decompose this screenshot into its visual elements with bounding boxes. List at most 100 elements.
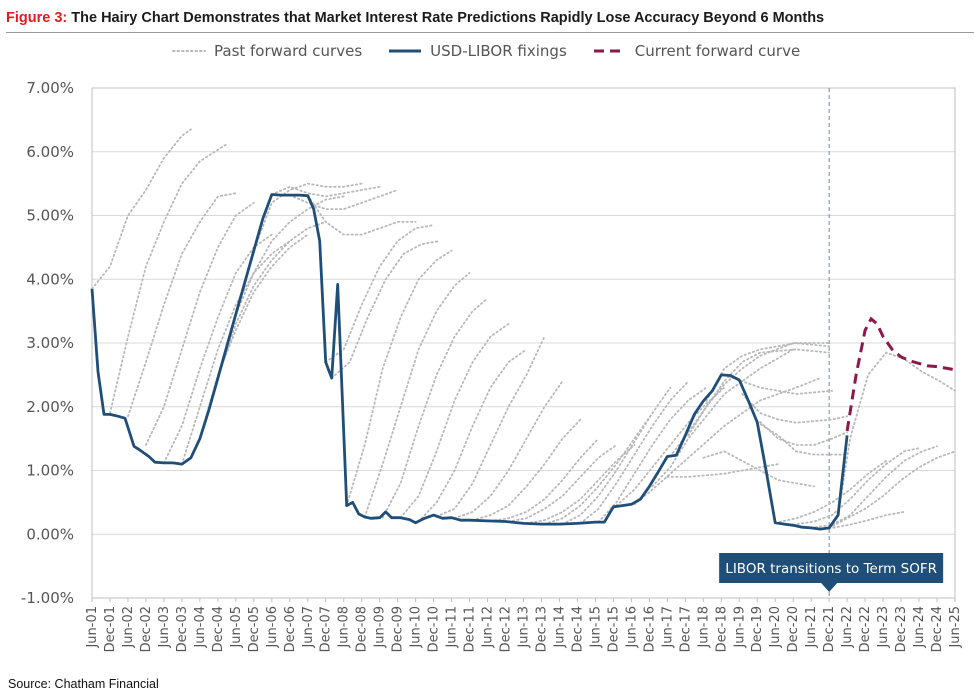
past-forward-curve-line: [837, 351, 956, 516]
legend-item-usd-libor-fixings: USD-LIBOR fixings: [388, 42, 567, 60]
current-forward-curve-line: [845, 316, 956, 432]
past-forward-curve-line: [217, 221, 327, 379]
past-forward-curve-line: [109, 143, 228, 414]
past-forward-curve-line: [828, 450, 956, 529]
x-tick-label: Dec-21: [822, 606, 837, 652]
past-forward-curve-line: [489, 437, 600, 522]
annotation-label: LIBOR transitions to Term SOFR: [725, 561, 937, 577]
past-forward-curve-line: [471, 418, 582, 522]
x-tick-label: Dec-06: [283, 606, 298, 652]
x-tick-label: Jun-08: [337, 606, 352, 649]
x-tick-label: Dec-11: [463, 606, 478, 652]
x-tick-label: Jun-18: [696, 606, 711, 649]
usd-libor-fixings-line: [90, 193, 849, 531]
y-tick-label: 6.00%: [26, 143, 74, 161]
x-tick-label: Jun-09: [373, 606, 388, 649]
past-forward-curve-line: [543, 412, 654, 525]
past-forward-curve-line: [759, 421, 848, 446]
past-forward-curve-line: [579, 380, 690, 525]
dashed-line-swatch-icon: [593, 49, 626, 53]
x-tick-label: Jun-14: [552, 606, 567, 649]
x-tick-label: Jun-06: [265, 606, 280, 649]
past-forward-curve-line: [702, 450, 816, 488]
x-tick-label: Dec-08: [355, 606, 370, 652]
x-tick-label: Dec-15: [606, 606, 621, 652]
figure-number: Figure 3:: [6, 10, 68, 26]
x-tick-label: Dec-02: [139, 606, 154, 652]
x-tick-label: Dec-04: [211, 606, 226, 652]
x-tick-label: Jun-12: [481, 606, 496, 649]
x-tick-label: Jun-23: [876, 606, 891, 649]
x-tick-label: Dec-13: [534, 606, 549, 652]
figure-title: Figure 3: The Hairy Chart Demonstrates t…: [6, 10, 824, 26]
x-tick-label: Jun-11: [445, 606, 460, 649]
x-tick-label: Dec-14: [570, 606, 585, 652]
x-tick-label: Dec-16: [642, 606, 657, 652]
x-tick-label: Dec-18: [714, 606, 729, 652]
x-tick-label: Jun-03: [157, 606, 172, 649]
x-tick-label: Dec-09: [391, 606, 406, 652]
past-forward-curve-line: [669, 342, 830, 458]
past-forward-curve-line: [363, 272, 471, 518]
source-note: Source: Chatham Financial: [8, 677, 159, 691]
y-tick-label: 1.00%: [26, 462, 74, 480]
x-tick-label: Jun-10: [409, 606, 424, 649]
legend-label: Past forward curves: [214, 42, 363, 60]
x-tick-label: Jun-20: [768, 606, 783, 649]
x-tick-label: Jun-19: [732, 606, 747, 649]
x-tick-label: Jun-04: [193, 606, 208, 649]
past-forward-curve-line: [145, 201, 255, 446]
past-forward-curve-line: [399, 323, 510, 519]
line-chart: -1.00% 0.00% 1.00% 2.00% 3.00% 4.00% 5.00% 6.00…: [21, 79, 963, 652]
solid-line-swatch-icon: [389, 49, 422, 53]
y-tick-label: -1.00%: [21, 589, 74, 607]
annotation-callout: [719, 553, 944, 592]
x-tick-label: Dec-22: [858, 606, 873, 652]
x-tick-label: Dec-17: [678, 606, 693, 652]
x-tick-label: Dec-07: [319, 606, 334, 652]
title-divider: [6, 32, 974, 33]
y-tick-label: 5.00%: [26, 207, 74, 225]
y-tick-label: 2.00%: [26, 398, 74, 416]
past-forward-curve-line: [525, 444, 636, 525]
y-tick-label: 7.00%: [26, 79, 74, 97]
past-forward-curve-line: [252, 182, 363, 252]
past-forward-curve-line: [597, 386, 708, 523]
past-forward-curve-line: [435, 335, 546, 518]
past-forward-curve-line: [507, 444, 618, 523]
y-tick-label: 0.00%: [26, 525, 74, 543]
x-tick-label: Jun-15: [588, 606, 603, 649]
past-forward-curve-line: [756, 421, 848, 456]
x-tick-label: Dec-12: [499, 606, 514, 652]
y-tick-label: 4.00%: [26, 270, 74, 288]
x-tick-label: Jun-13: [517, 606, 532, 649]
past-forward-curve-line: [234, 195, 345, 316]
x-tick-label: Dec-05: [247, 606, 262, 652]
x-tick-label: Dec-10: [427, 606, 442, 652]
legend-item-current-forward-curve: Current forward curve: [593, 42, 800, 60]
past-forward-curve-line: [741, 393, 848, 424]
past-forward-curve-line: [615, 386, 726, 507]
past-forward-curve-line: [651, 348, 795, 488]
past-forward-curve-line: [453, 380, 564, 520]
x-tick-label: Jun-16: [624, 606, 639, 649]
legend-label: USD-LIBOR fixings: [430, 42, 567, 60]
past-forward-curve-line: [199, 233, 309, 440]
figure-title-text: The Hairy Chart Demonstrates that Market…: [71, 10, 825, 26]
past-forward-curve-line: [723, 374, 833, 395]
x-tick-label: Jun-01: [85, 606, 100, 649]
x-tick-label: Dec-23: [894, 606, 909, 652]
x-tick-label: Jun-17: [660, 606, 675, 649]
past-forward-curve-line: [127, 192, 237, 418]
x-tick-label: Dec-03: [175, 606, 190, 652]
x-tick-label: Jun-07: [301, 606, 316, 649]
x-tick-label: Jun-24: [912, 606, 927, 649]
x-tick-label: Dec-24: [930, 606, 945, 652]
x-tick-label: Jun-25: [948, 606, 963, 649]
past-forward-curve-line: [381, 297, 489, 519]
past-forward-curve-line: [561, 386, 672, 525]
x-tick-label: Dec-20: [786, 606, 801, 652]
past-forward-curve-line: [270, 185, 381, 198]
past-forward-curve-line: [288, 189, 399, 210]
past-forward-curve-line: [91, 128, 192, 290]
